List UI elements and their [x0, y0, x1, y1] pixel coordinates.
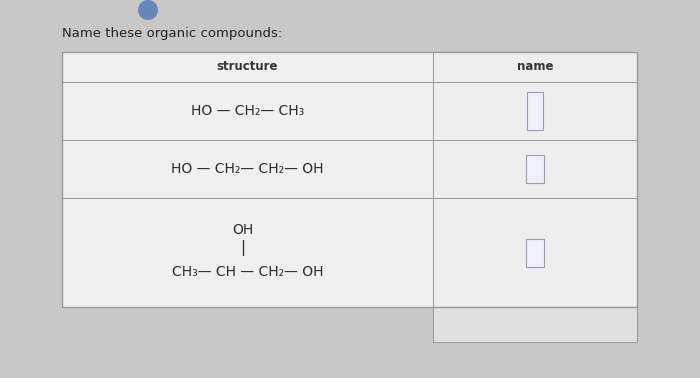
- Bar: [433, 82, 637, 140]
- Text: name: name: [517, 60, 553, 73]
- Text: HO — CH₂— CH₂— OH: HO — CH₂— CH₂— OH: [172, 162, 323, 176]
- Text: HO — CH₂— CH₃: HO — CH₂— CH₃: [191, 104, 304, 118]
- Bar: [433, 307, 637, 342]
- Bar: [62, 52, 433, 82]
- Bar: [62, 52, 637, 307]
- Text: Name these organic compounds:: Name these organic compounds:: [62, 28, 282, 40]
- Text: v: v: [145, 6, 151, 16]
- Bar: [527, 92, 543, 130]
- Bar: [526, 155, 544, 183]
- Text: CH₃— CH — CH₂— OH: CH₃— CH — CH₂— OH: [172, 265, 323, 279]
- Bar: [62, 198, 433, 307]
- Bar: [62, 52, 637, 307]
- Text: structure: structure: [217, 60, 278, 73]
- Circle shape: [138, 0, 158, 20]
- Text: |: |: [240, 240, 245, 256]
- Bar: [433, 52, 637, 82]
- Bar: [62, 82, 433, 140]
- Bar: [526, 239, 544, 266]
- Text: OH: OH: [232, 223, 253, 237]
- Bar: [62, 140, 433, 198]
- Text: ↺: ↺: [559, 317, 572, 332]
- Bar: [433, 140, 637, 198]
- Text: X: X: [500, 318, 509, 332]
- Bar: [433, 198, 637, 307]
